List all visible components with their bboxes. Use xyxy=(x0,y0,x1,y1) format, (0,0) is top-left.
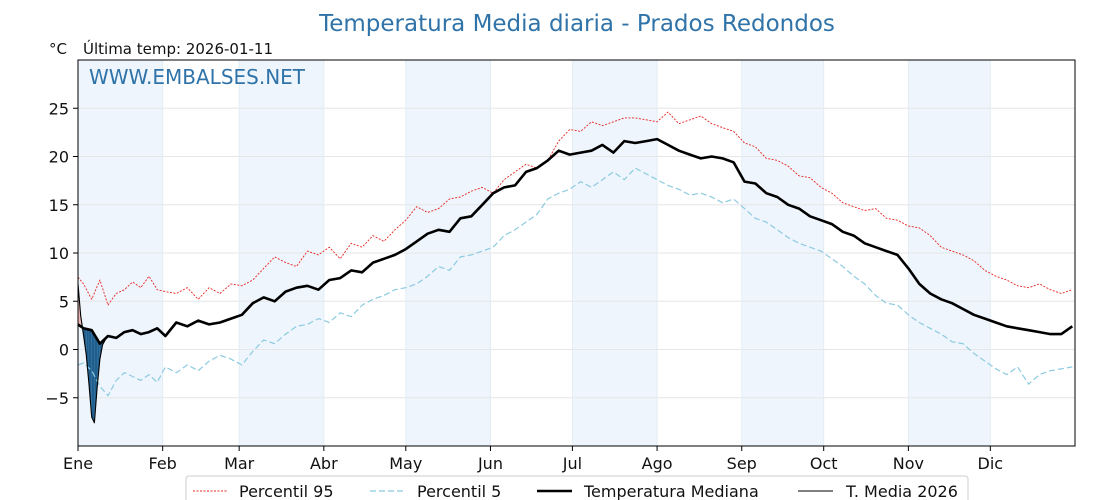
series-lines xyxy=(77,111,1074,424)
x-tick-label: Nov xyxy=(893,454,924,473)
band-below-median xyxy=(91,330,95,423)
series-line-median xyxy=(77,137,1074,346)
x-tick-label: Abr xyxy=(310,454,338,473)
chart-title: Temperatura Media diaria - Prados Redond… xyxy=(318,11,835,37)
x-tick-label: Sep xyxy=(727,454,757,473)
legend-label-median: Temperatura Mediana xyxy=(583,482,759,500)
y-tick-label: 25 xyxy=(49,99,69,118)
y-axis: −5 0 5 10 15 20 25 xyxy=(45,99,78,408)
y-unit-label: °C xyxy=(49,40,67,58)
last-temp-label: Última temp: 2026-01-11 xyxy=(83,39,273,58)
x-tick-label: Mar xyxy=(224,454,255,473)
y-tick-label: 15 xyxy=(49,196,69,215)
x-tick-label: Jul xyxy=(562,454,582,473)
x-tick-label: Dic xyxy=(978,454,1004,473)
x-tick-label: Ene xyxy=(63,454,93,473)
y-tick-label: −5 xyxy=(45,389,69,408)
y-tick-label: 5 xyxy=(59,292,69,311)
legend: Percentil 95 Percentil 5 Temperatura Med… xyxy=(185,475,969,500)
legend-label-p95: Percentil 95 xyxy=(239,482,334,500)
y-tick-label: 10 xyxy=(49,244,69,263)
band-below-median xyxy=(88,329,92,418)
watermark-text: WWW.EMBALSES.NET xyxy=(89,65,306,89)
legend-box xyxy=(185,475,969,500)
grid-lines xyxy=(77,60,1075,446)
x-axis: Ene Feb Mar Abr May Jun Jul Ago Sep Oct Nov Dic xyxy=(63,446,1003,473)
x-tick-label: Feb xyxy=(149,454,177,473)
x-tick-label: Jun xyxy=(477,454,503,473)
band-below-median xyxy=(86,328,89,384)
x-tick-label: May xyxy=(389,454,422,473)
legend-label-current: T. Media 2026 xyxy=(845,482,958,500)
x-tick-label: Oct xyxy=(810,454,838,473)
y-tick-label: 20 xyxy=(49,148,69,167)
band-below-median xyxy=(94,334,98,423)
y-tick-label: 0 xyxy=(59,341,69,360)
x-tick-label: Ago xyxy=(642,454,673,473)
series-line-current xyxy=(77,283,106,424)
series-line-p5 xyxy=(77,167,1073,397)
legend-label-p5: Percentil 5 xyxy=(417,482,501,500)
